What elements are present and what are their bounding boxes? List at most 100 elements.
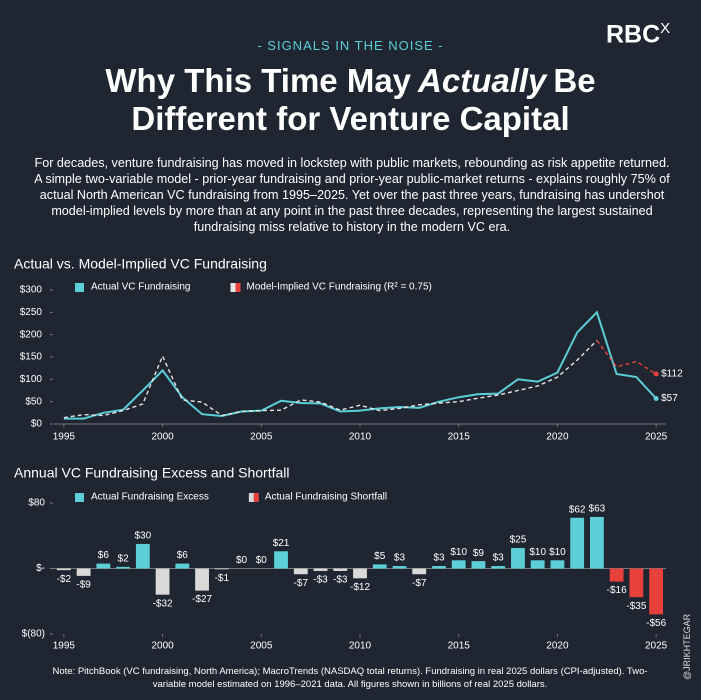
y-tick-label: $150 xyxy=(20,352,43,363)
value-label: $3 xyxy=(433,553,445,564)
title-emphasis: Actually xyxy=(418,62,547,99)
value-label: -$12 xyxy=(350,582,370,593)
value-label: -$7 xyxy=(294,578,309,589)
bar xyxy=(274,551,288,569)
logo: RBCX xyxy=(606,20,670,49)
end-dot xyxy=(653,396,659,402)
y-tick-label: $200 xyxy=(20,329,43,340)
bar xyxy=(214,568,229,570)
end-dot xyxy=(653,371,659,377)
x-tick-label: 2005 xyxy=(250,432,273,443)
value-label: -$35 xyxy=(626,601,646,612)
value-label: $2 xyxy=(118,554,130,565)
x-tick-label: 2005 xyxy=(250,641,273,652)
value-label: $3 xyxy=(394,553,406,564)
legend-swatch xyxy=(253,493,259,502)
value-label: $10 xyxy=(450,547,467,558)
value-label: -$32 xyxy=(153,598,173,609)
bar xyxy=(135,543,150,569)
title-part: Different for Venture Capital xyxy=(131,100,570,137)
bar xyxy=(649,568,664,615)
y-tick-label: $300 xyxy=(20,285,43,296)
intro: For decades, venture fundraising has mov… xyxy=(34,156,670,234)
value-label: -$16 xyxy=(607,585,627,596)
value-label: $10 xyxy=(529,547,546,558)
x-tick-label: 1995 xyxy=(53,641,76,652)
bar xyxy=(175,563,190,569)
bar xyxy=(589,516,604,569)
bar xyxy=(412,568,427,575)
y-tick-label: $50 xyxy=(25,396,42,407)
bar xyxy=(195,568,209,591)
x-tick-label: 2000 xyxy=(151,432,174,443)
bar xyxy=(353,568,367,579)
logo-mark: X xyxy=(660,20,671,37)
value-label: -$3 xyxy=(313,575,328,586)
value-label: $57 xyxy=(661,393,678,404)
x-tick-label: 1995 xyxy=(53,432,76,443)
x-tick-label: 2015 xyxy=(448,641,471,652)
value-label: $62 xyxy=(569,504,586,515)
bar xyxy=(333,568,348,571)
title: Why This Time May Actually Be Different for… xyxy=(0,62,701,138)
value-label: -$7 xyxy=(412,578,427,589)
legend-swatch xyxy=(235,283,241,292)
value-label: $0 xyxy=(256,555,268,566)
value-label: $6 xyxy=(177,550,189,561)
value-label: $6 xyxy=(98,550,110,561)
legend-swatch xyxy=(230,283,236,292)
value-label: -$3 xyxy=(333,575,348,586)
y-tick-label: $0 xyxy=(31,419,43,430)
value-label: $25 xyxy=(510,535,527,546)
y-tick-label: $- xyxy=(36,563,45,574)
value-label: $30 xyxy=(134,531,151,542)
x-tick-label: 2025 xyxy=(645,641,668,652)
value-label: $21 xyxy=(273,538,290,549)
x-tick-label: 2010 xyxy=(349,641,372,652)
x-tick-label: 2025 xyxy=(645,432,668,443)
value-label: -$2 xyxy=(57,574,72,585)
legend-label: Actual Fundraising Shortfall xyxy=(265,492,387,503)
legend-label: Model-Implied VC Fundraising (R² = 0.75) xyxy=(247,282,432,293)
bar xyxy=(570,517,585,569)
y-tick-label: $80 xyxy=(28,498,45,509)
bar xyxy=(511,548,525,569)
legend-swatch xyxy=(248,493,254,502)
x-tick-label: 2000 xyxy=(151,641,174,652)
value-label: $63 xyxy=(589,504,606,515)
value-label: $5 xyxy=(374,551,386,562)
legend-label: Actual VC Fundraising xyxy=(91,282,191,293)
x-tick-label: 2015 xyxy=(448,432,471,443)
value-label: -$27 xyxy=(192,594,212,605)
y-tick-label: $250 xyxy=(20,307,43,318)
tagline: - SIGNALS IN THE NOISE - xyxy=(257,38,444,53)
bar xyxy=(155,568,170,595)
bar xyxy=(293,568,308,575)
value-label: $112 xyxy=(661,369,683,380)
bar xyxy=(372,564,387,569)
credit: @JRIKHTEGAR xyxy=(682,613,692,680)
bar xyxy=(116,566,131,569)
chart-title: Actual vs. Model-Implied VC Fundraising xyxy=(14,256,267,272)
bar xyxy=(629,568,644,598)
chart-title: Annual VC Fundraising Excess and Shortfa… xyxy=(14,465,289,481)
title-part: Be xyxy=(553,62,596,99)
value-label: $10 xyxy=(549,547,566,558)
bar xyxy=(471,561,486,569)
value-label: $0 xyxy=(236,555,248,566)
series-line xyxy=(596,340,657,375)
bar xyxy=(313,568,328,571)
series-line xyxy=(63,340,598,419)
bar xyxy=(491,566,506,569)
series-line xyxy=(63,310,657,420)
value-label: $9 xyxy=(473,548,485,559)
title-part: Why This Time May xyxy=(105,62,412,99)
footnote: Note: PitchBook (VC fundraising, North A… xyxy=(52,666,648,690)
y-tick-label: $100 xyxy=(20,374,43,385)
bar xyxy=(392,566,407,569)
value-label: $3 xyxy=(493,553,505,564)
x-tick-label: 2020 xyxy=(546,641,569,652)
logo-text: RBC xyxy=(606,20,661,49)
